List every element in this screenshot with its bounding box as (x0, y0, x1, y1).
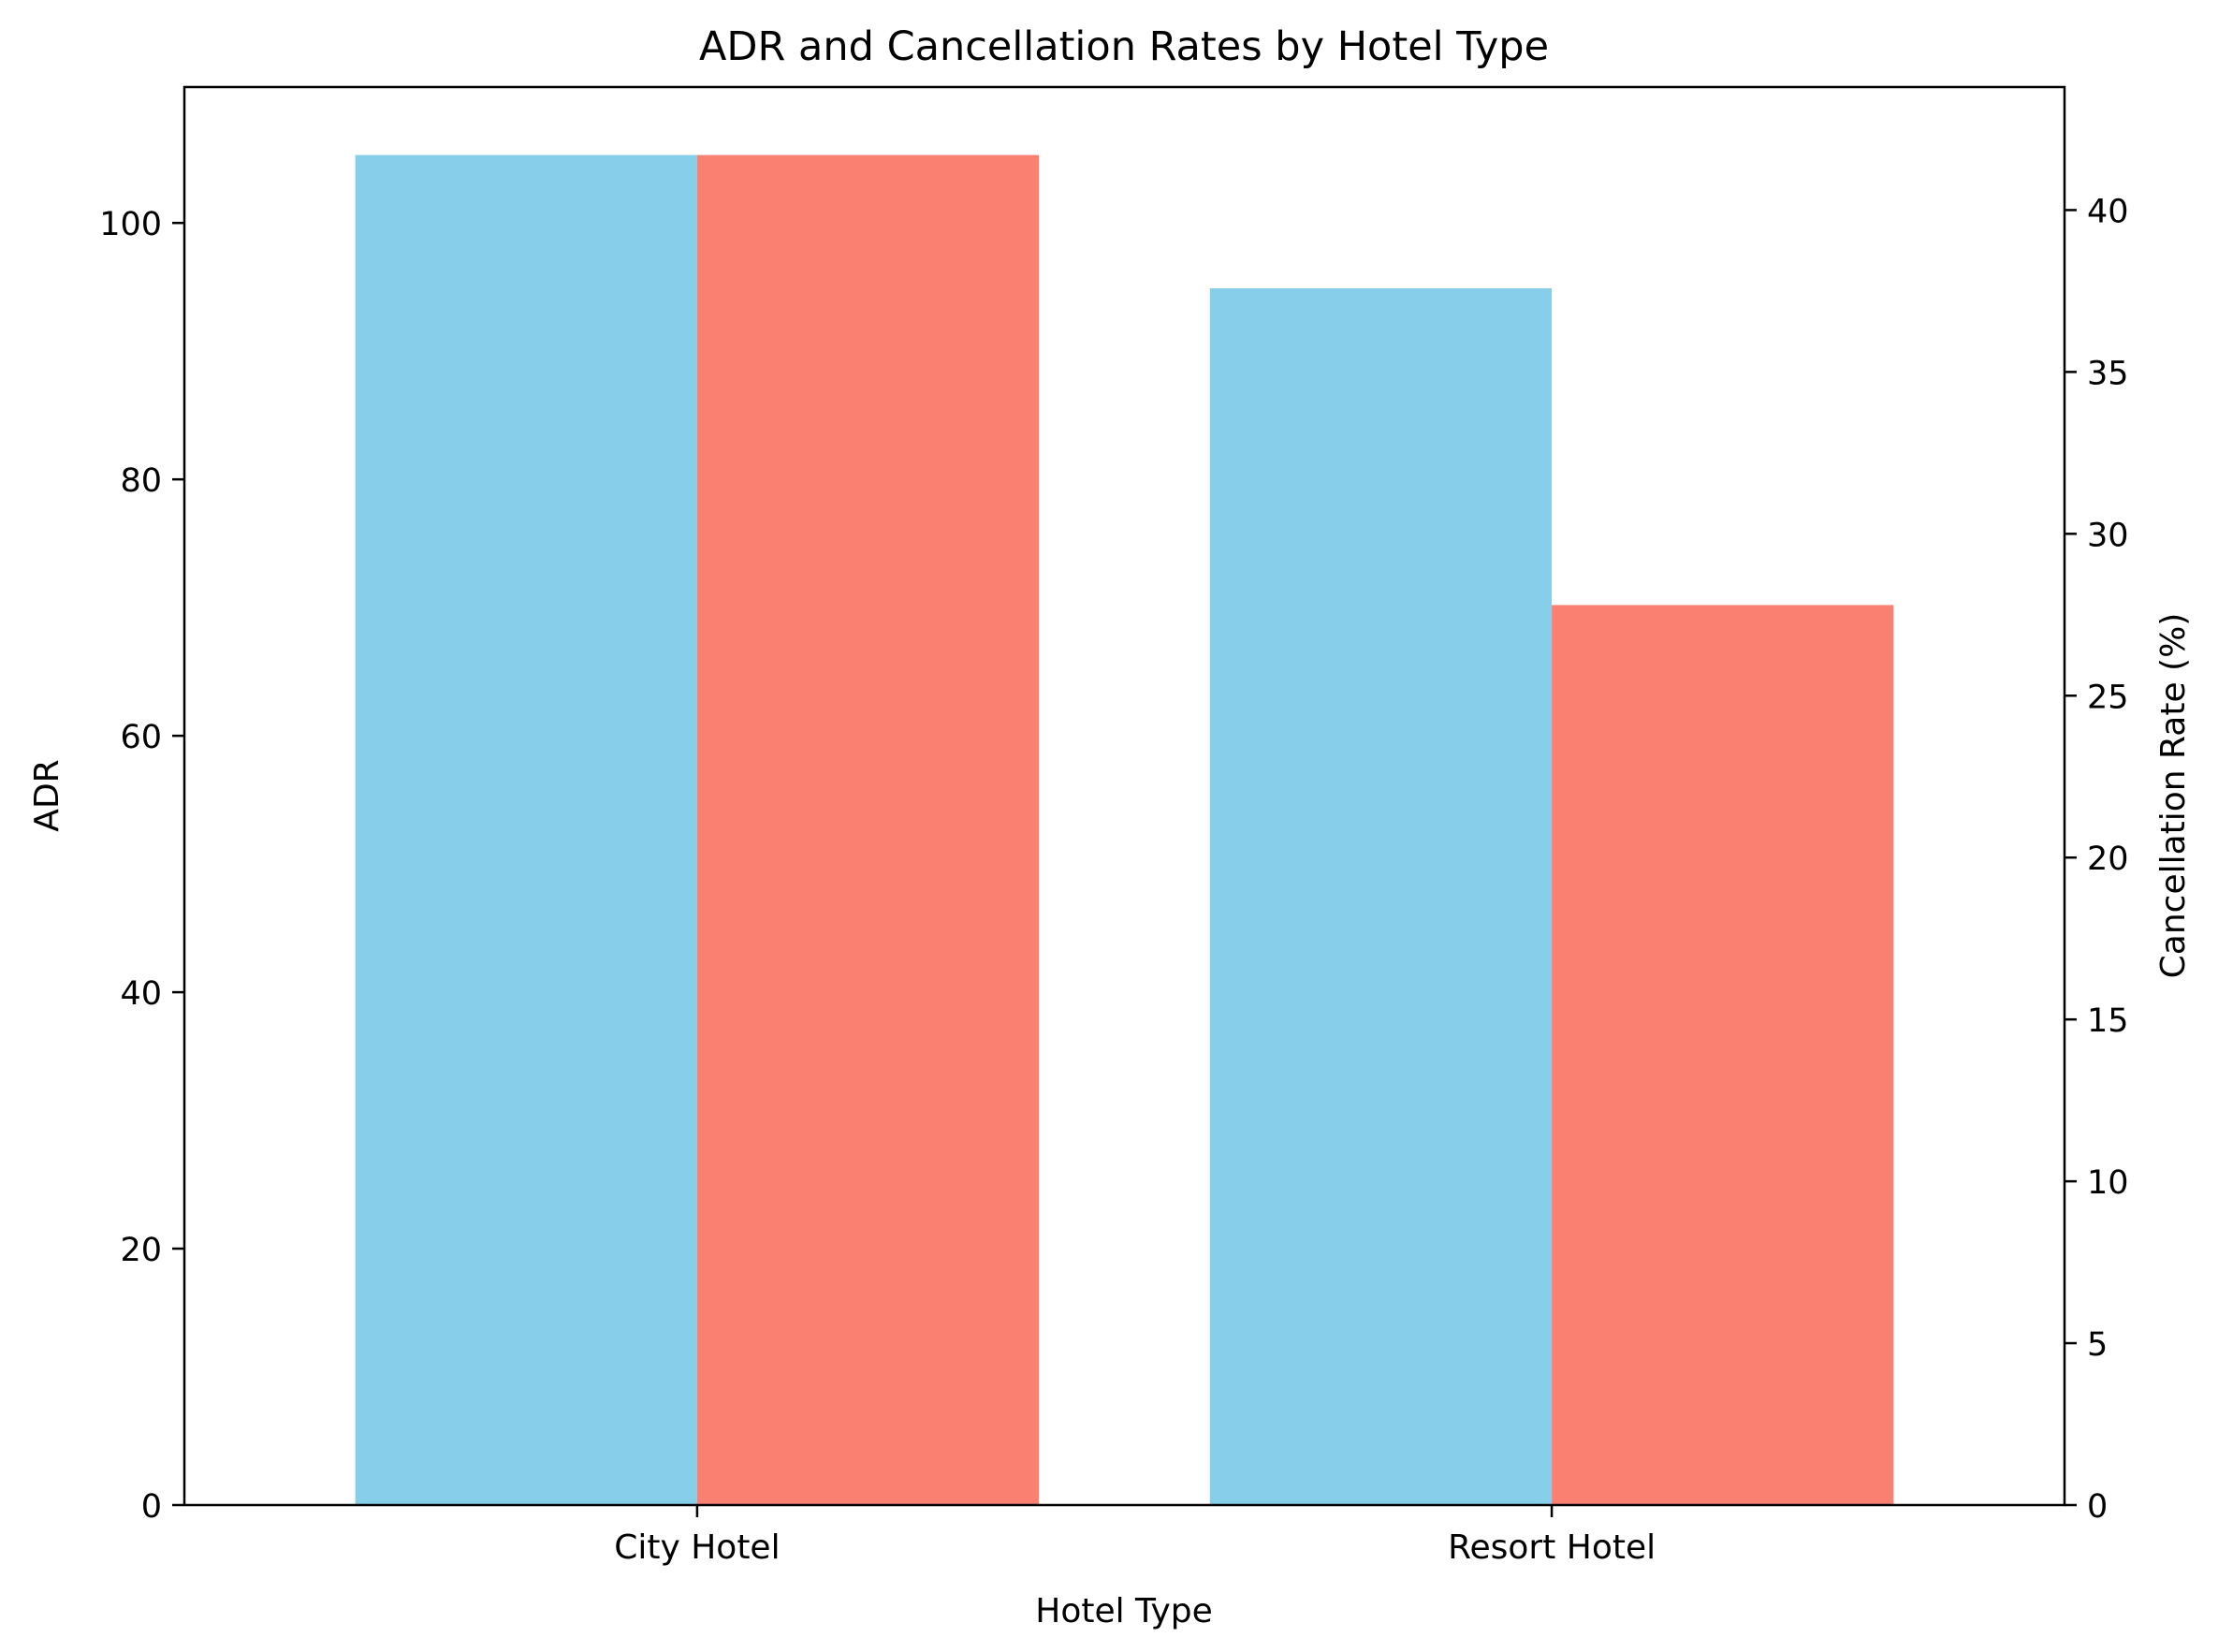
left-tick-label: 40 (120, 975, 162, 1013)
cancellation-bar-city-hotel (696, 154, 1040, 1506)
left-tick-label: 0 (141, 1488, 162, 1526)
x-tick-label: Resort Hotel (1448, 1528, 1656, 1567)
right-tick-label: 40 (2087, 193, 2129, 230)
y-axis-label: ADR (28, 759, 66, 831)
right-tick-label: 20 (2087, 841, 2129, 878)
right-tick-label: 5 (2087, 1326, 2108, 1364)
right-tick-label: 15 (2087, 1002, 2129, 1040)
right-tick-label: 30 (2087, 517, 2129, 554)
y2-axis-label: Cancellation Rate (%) (2154, 613, 2193, 979)
right-tick-label: 35 (2087, 355, 2129, 392)
right-tick-label: 10 (2087, 1164, 2129, 1202)
left-tick-label: 60 (120, 719, 162, 756)
adr-bar-city-hotel (355, 154, 697, 1505)
x-axis-ticks: City Hotel Resort Hotel (614, 1505, 1656, 1567)
right-axis-ticks: 0 5 10 15 20 25 30 35 40 (2065, 193, 2129, 1526)
left-axis-ticks: 0 20 40 60 80 100 (99, 206, 184, 1526)
left-tick-label: 100 (99, 206, 162, 243)
plot-frame (182, 85, 2066, 1507)
right-tick-label: 0 (2087, 1488, 2108, 1526)
x-axis-label: Hotel Type (1035, 1592, 1213, 1630)
left-tick-label: 20 (120, 1232, 162, 1269)
x-tick-label: City Hotel (614, 1528, 780, 1567)
left-tick-label: 80 (120, 462, 162, 500)
chart-title: ADR and Cancellation Rates by Hotel Type (699, 23, 1549, 70)
adr-bar-resort-hotel (1209, 288, 1553, 1505)
cancellation-bar-resort-hotel (1552, 605, 1894, 1505)
right-tick-label: 25 (2087, 679, 2129, 716)
bars-layer (355, 154, 1894, 1506)
